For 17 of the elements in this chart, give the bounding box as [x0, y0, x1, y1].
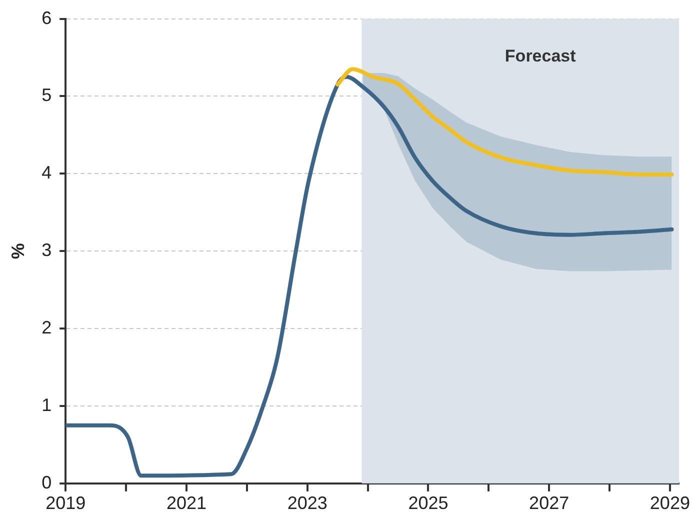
x-tick-label: 2029 [650, 493, 690, 514]
y-tick-label: 5 [42, 85, 52, 106]
x-tick-label: 2019 [46, 493, 86, 514]
y-tick-label: 3 [42, 240, 52, 260]
x-tick-label: 2021 [166, 493, 206, 514]
y-tick-label: 1 [42, 394, 52, 415]
y-axis-title: % [8, 243, 28, 260]
x-tick-label: 2027 [529, 493, 570, 514]
y-tick-label: 6 [42, 8, 52, 28]
x-tick-label: 2025 [408, 493, 448, 514]
x-tick-label: 2023 [287, 493, 328, 514]
y-tick-label: 2 [42, 318, 52, 338]
band-label: Forecast [504, 46, 576, 66]
y-tick-label: 4 [42, 162, 52, 183]
y-tick-label: 0 [42, 472, 52, 492]
line-series [66, 74, 674, 478]
line-series [336, 67, 674, 176]
